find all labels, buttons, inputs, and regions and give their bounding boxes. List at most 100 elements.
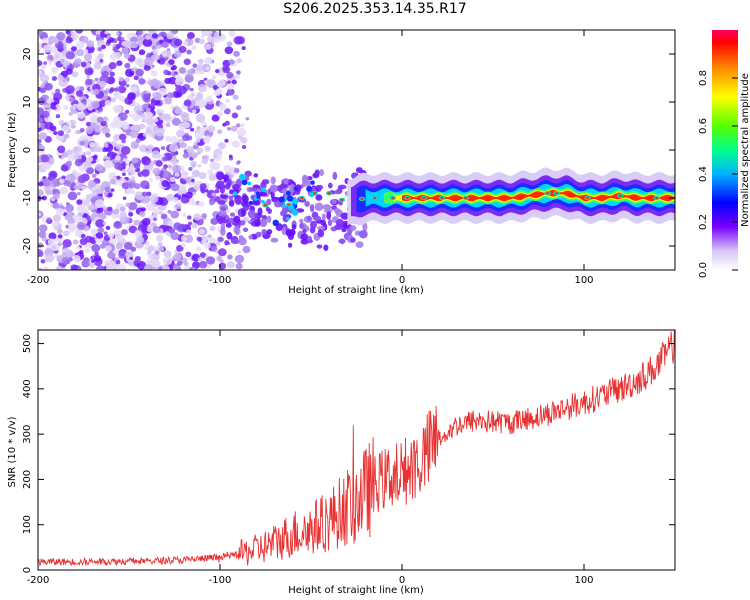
noise-blob	[216, 255, 223, 262]
noise-blob	[149, 195, 159, 203]
cluster-blob	[293, 186, 298, 191]
cluster-blob	[261, 187, 267, 193]
noise-blob	[192, 144, 199, 150]
noise-blob	[226, 254, 233, 260]
noise-blob	[168, 59, 175, 65]
transition-blob	[300, 233, 309, 241]
noise-blob	[41, 65, 47, 70]
noise-blob	[136, 236, 145, 244]
noise-blob	[118, 133, 127, 141]
spectrogram-marks	[38, 30, 675, 270]
noise-blob	[202, 154, 210, 162]
noise-blob	[133, 219, 141, 226]
noise-blob	[67, 155, 75, 162]
noise-blob	[86, 156, 94, 163]
transition-blob	[309, 203, 315, 213]
noise-blob	[146, 191, 152, 197]
noise-blob	[186, 215, 192, 220]
noise-blob	[183, 99, 192, 107]
noise-blob	[201, 240, 207, 245]
cluster-blob	[241, 179, 248, 186]
noise-blob	[180, 242, 186, 248]
ridge-hotspot-core	[391, 196, 395, 200]
noise-blob	[193, 141, 198, 146]
noise-blob	[91, 243, 101, 253]
noise-blob	[170, 210, 180, 219]
noise-blob	[70, 123, 76, 129]
noise-blob	[182, 152, 190, 159]
noise-blob	[226, 261, 235, 269]
noise-blob	[38, 212, 41, 217]
transition-blob	[245, 174, 250, 181]
noise-blob	[136, 259, 141, 264]
noise-blob	[70, 33, 79, 41]
noise-blob	[204, 56, 213, 65]
noise-blob	[134, 229, 142, 237]
noise-blob	[63, 133, 70, 139]
transition-blob	[225, 181, 231, 190]
y-tick-label: 300	[22, 425, 33, 444]
noise-blob	[210, 158, 214, 163]
noise-blob	[191, 45, 197, 51]
snr-ticks: -200 -100 0 100 0 100 200 300 400 500	[22, 330, 675, 586]
noise-blob	[153, 217, 157, 221]
noise-blob	[192, 191, 197, 196]
noise-blob	[128, 172, 132, 176]
noise-blob	[156, 234, 164, 241]
noise-blob	[135, 68, 144, 77]
noise-blob	[245, 117, 250, 121]
noise-blob	[65, 30, 71, 35]
noise-blob	[82, 213, 88, 218]
noise-blob	[144, 34, 151, 40]
cluster-blob	[282, 203, 287, 208]
noise-blob	[168, 143, 179, 153]
noise-blob	[40, 259, 46, 264]
noise-blob	[70, 46, 77, 52]
signal-ridge-band	[402, 189, 675, 202]
noise-blob	[243, 216, 249, 223]
ridge-hotspot-core	[586, 196, 590, 200]
noise-blob	[133, 183, 141, 190]
noise-blob	[99, 80, 107, 88]
noise-blob	[214, 69, 220, 74]
noise-blob	[218, 103, 227, 111]
noise-blob	[198, 201, 205, 207]
noise-blob	[207, 125, 216, 133]
noise-blob	[118, 76, 124, 82]
noise-blob	[228, 59, 235, 65]
noise-blob	[188, 167, 193, 171]
noise-blob	[61, 256, 71, 265]
ridge-hotspot-core	[440, 196, 444, 200]
noise-blob	[161, 41, 169, 48]
transition-blob	[270, 190, 275, 200]
noise-blob	[76, 222, 86, 231]
noise-blob	[235, 105, 242, 111]
cluster-blob	[288, 204, 295, 211]
transition-blob	[248, 187, 258, 192]
noise-blob	[170, 150, 177, 156]
noise-blob	[218, 262, 227, 270]
noise-blob	[209, 201, 215, 206]
noise-blob	[112, 116, 121, 124]
noise-blob	[49, 186, 54, 191]
noise-blob	[142, 93, 151, 101]
noise-blob	[145, 126, 155, 135]
noise-blob	[59, 202, 64, 207]
noise-blob	[236, 58, 242, 64]
noise-blob	[91, 259, 96, 263]
noise-blob	[40, 154, 50, 163]
noise-blob	[55, 88, 61, 94]
noise-blob	[104, 30, 109, 35]
transition-blob	[299, 218, 304, 224]
cluster-blob	[232, 191, 237, 196]
noise-blob	[141, 191, 148, 197]
noise-blob	[95, 34, 101, 39]
transition-blob	[362, 222, 368, 232]
noise-blob	[101, 126, 110, 135]
cluster-blob	[285, 216, 290, 221]
noise-blob	[231, 140, 240, 148]
noise-blob	[183, 237, 188, 241]
transition-blob	[301, 175, 309, 184]
snr-series-line	[38, 330, 675, 567]
noise-blob	[223, 164, 232, 173]
